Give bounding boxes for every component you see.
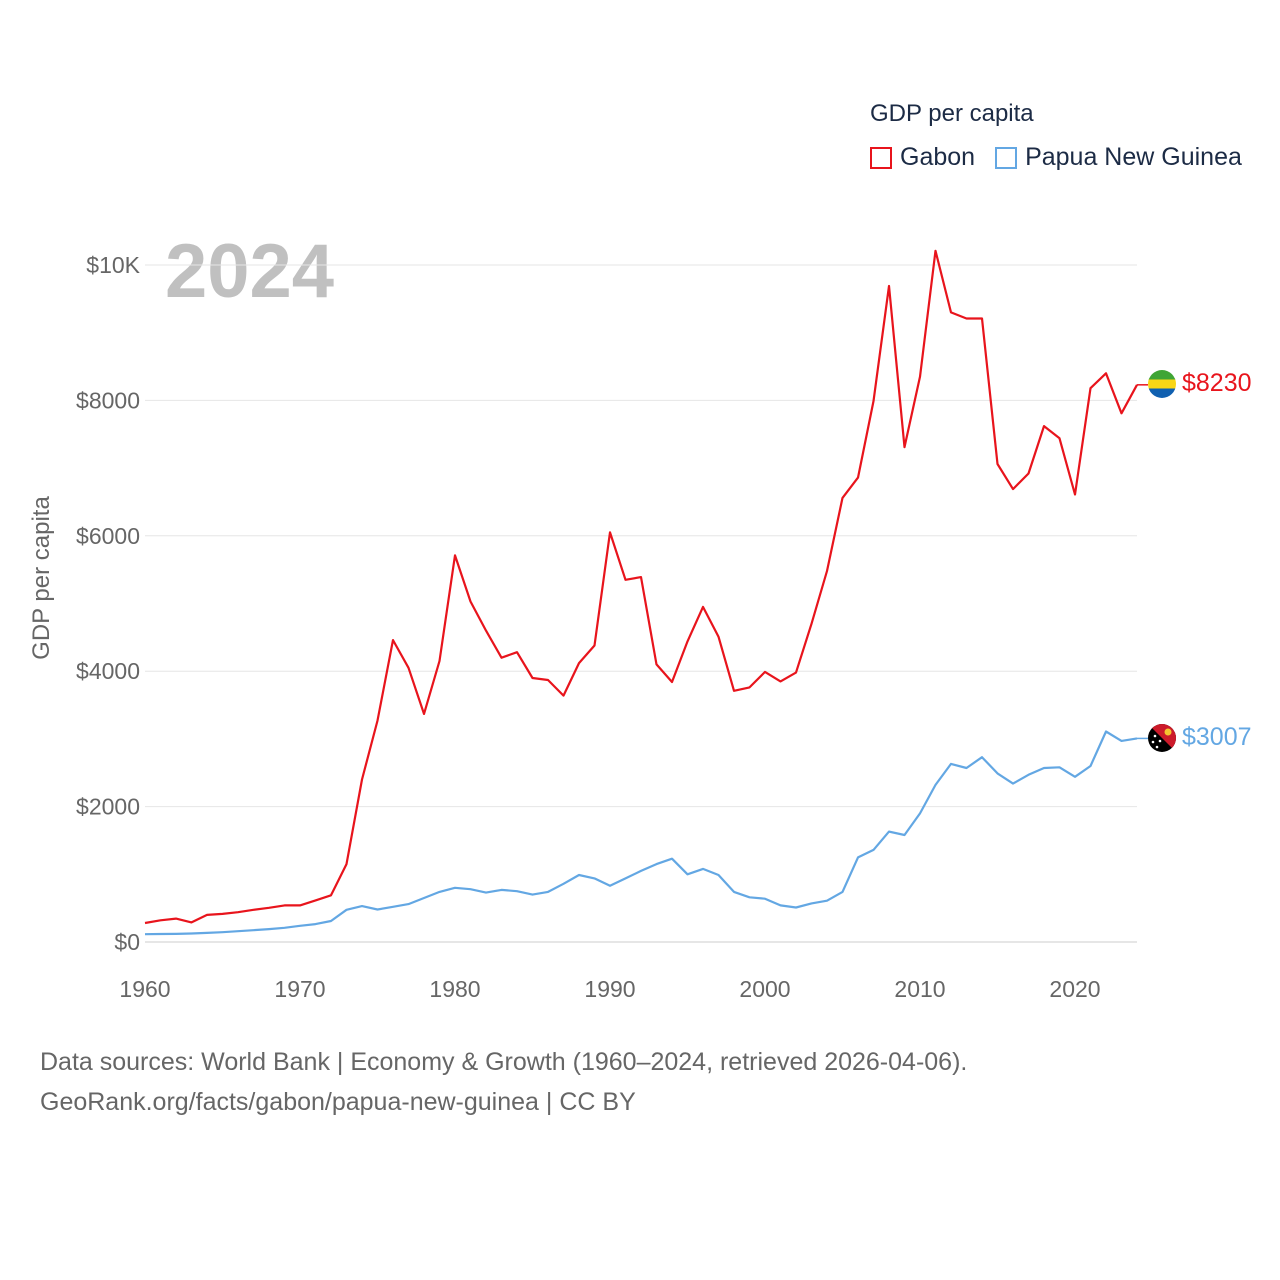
legend-label-gabon: Gabon bbox=[900, 143, 976, 171]
legend-item-papua-new-guinea[interactable]: Papua New Guinea bbox=[995, 143, 1242, 172]
data-sources: Data sources: World Bank | Economy & Gro… bbox=[40, 1042, 967, 1122]
papua-new-guinea-flag-icon bbox=[1148, 724, 1176, 752]
y-tick-label: $2000 bbox=[76, 794, 140, 820]
x-tick-label: 1980 bbox=[429, 976, 480, 1002]
legend-item-gabon[interactable]: Gabon bbox=[870, 143, 975, 172]
x-tick-label: 1960 bbox=[119, 976, 170, 1002]
x-tick-label: 2000 bbox=[739, 976, 790, 1002]
x-tick-label: 1990 bbox=[584, 976, 635, 1002]
x-tick-label: 2010 bbox=[894, 976, 945, 1002]
x-tick-label: 2020 bbox=[1049, 976, 1100, 1002]
y-tick-label: $0 bbox=[114, 929, 140, 955]
x-tick-label: 1970 bbox=[274, 976, 325, 1002]
series-line-papua-new-guinea[interactable] bbox=[144, 730, 1138, 936]
y-tick-label: $8000 bbox=[76, 387, 140, 413]
legend-title: GDP per capita bbox=[870, 100, 1034, 127]
y-tick-label: $4000 bbox=[76, 658, 140, 684]
legend: Gabon Papua New Guinea bbox=[870, 143, 1262, 172]
end-value-label: $3007 bbox=[1182, 723, 1252, 751]
legend-label-papua-new-guinea: Papua New Guinea bbox=[1025, 143, 1242, 171]
end-value-label: $8230 bbox=[1182, 369, 1252, 397]
y-tick-label: $6000 bbox=[76, 523, 140, 549]
legend-swatch-gabon bbox=[870, 146, 892, 169]
gabon-flag-icon bbox=[1148, 370, 1176, 398]
sources-line-2[interactable]: GeoRank.org/facts/gabon/papua-new-guinea… bbox=[40, 1088, 636, 1116]
sources-line-1: Data sources: World Bank | Economy & Gro… bbox=[40, 1048, 968, 1076]
year-label: 2024 bbox=[165, 229, 335, 314]
y-tick-label: $10K bbox=[86, 252, 140, 278]
legend-swatch-papua-new-guinea bbox=[995, 146, 1018, 169]
series-line-gabon[interactable] bbox=[144, 249, 1138, 925]
